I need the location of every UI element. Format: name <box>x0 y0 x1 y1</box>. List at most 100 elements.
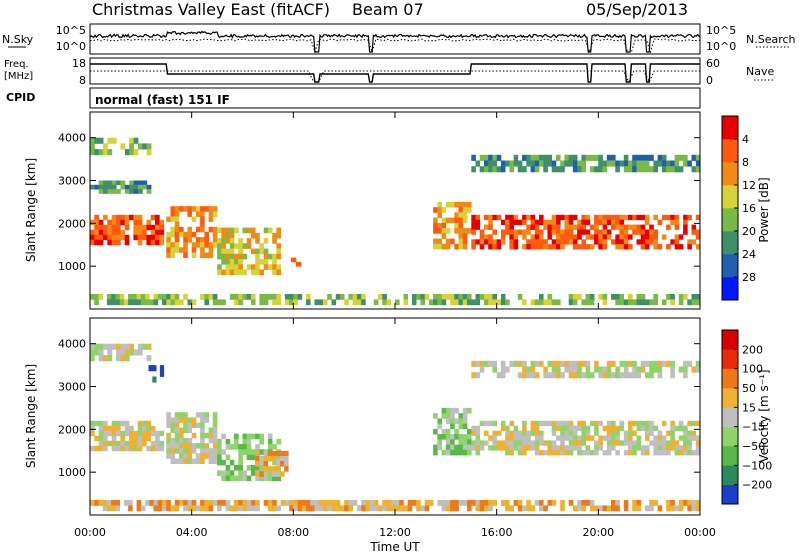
heatmap-cell-1-8 <box>560 372 565 379</box>
heatmap-cell-0-7 <box>543 219 548 225</box>
heatmap-cell-1-5 <box>275 461 281 467</box>
nave-tick-top: 60 <box>706 57 720 70</box>
nsky-tick-top: 10^5 <box>56 24 86 37</box>
heatmap-cell-1-7 <box>683 435 688 441</box>
heatmap-cell-0-7 <box>572 224 578 230</box>
heatmap-cell-1-8 <box>568 366 574 373</box>
heatmap-cell-0-4 <box>234 243 239 249</box>
heatmap-cell-1-9 <box>293 505 298 512</box>
heatmap-cell-1-6 <box>458 439 464 445</box>
heatmap-cell-0-3 <box>200 247 205 253</box>
heatmap-cell-1-9 <box>339 505 345 512</box>
heatmap-cell-0-7 <box>509 239 514 245</box>
heatmap-cell-0-9 <box>208 294 214 300</box>
heatmap-cell-0-7 <box>640 234 646 240</box>
heatmap-cell-0-4 <box>251 248 256 255</box>
freq-unit-label: [MHz] <box>4 71 33 82</box>
heatmap-cell-1-7 <box>636 420 642 427</box>
heatmap-cell-0-4 <box>246 227 252 234</box>
heatmap-cell-1-8 <box>670 360 675 367</box>
heatmap-cell-0-3 <box>187 206 192 212</box>
heatmap-cell-0-6 <box>462 201 468 208</box>
heatmap-cell-0-3 <box>187 237 192 243</box>
heatmap-cell-0-7 <box>556 244 561 250</box>
heatmap-cell-0-9 <box>119 294 125 300</box>
heatmap-cell-0-7 <box>594 219 599 225</box>
heatmap-cell-1-9 <box>255 500 260 506</box>
heatmap-cell-1-1 <box>120 355 126 362</box>
heatmap-cell-0-6 <box>441 222 447 229</box>
heatmap-cell-1-7 <box>530 445 536 451</box>
heatmap-cell-0-4 <box>276 243 281 249</box>
heatmap-cell-1-5 <box>255 450 260 457</box>
heatmap-cell-1-1 <box>124 355 130 362</box>
heatmap-cell-0-4 <box>246 238 252 244</box>
heatmap-cell-0-0 <box>103 229 108 236</box>
heatmap-cell-1-7 <box>611 440 616 446</box>
nsearch-trace <box>89 38 701 54</box>
heatmap-cell-1-3 <box>179 443 184 449</box>
heatmap-cell-1-9 <box>691 505 697 512</box>
heatmap-cell-1-8 <box>534 360 540 367</box>
heatmap-cell-0-3 <box>170 206 176 212</box>
cpid-panel-frame <box>89 87 701 109</box>
heatmap-cell-1-8 <box>572 366 578 373</box>
heatmap-cell-1-9 <box>174 505 180 512</box>
heatmap-cell-1-7 <box>674 425 680 431</box>
colorbar-tick-label: −100 <box>742 459 772 472</box>
heatmap-cell-0-6 <box>458 212 464 218</box>
velocity-y-label: Slant Range [km] <box>24 364 38 468</box>
heatmap-cell-0-0 <box>120 214 126 221</box>
heatmap-cell-0-1 <box>146 143 152 150</box>
heatmap-cell-0-4 <box>276 253 281 260</box>
heatmap-cell-1-4 <box>234 433 239 440</box>
heatmap-cell-0-3 <box>170 216 176 222</box>
heatmap-cell-1-9 <box>102 500 108 506</box>
heatmap-cell-1-3 <box>212 437 218 444</box>
heatmap-cell-0-7 <box>598 239 603 245</box>
heatmap-cell-0-9 <box>462 299 468 306</box>
heatmap-cell-0-7 <box>628 234 633 240</box>
heatmap-cell-1-0 <box>116 440 121 447</box>
heatmap-cell-1-8 <box>632 366 637 373</box>
heatmap-cell-1-9 <box>687 505 692 512</box>
heatmap-cell-1-7 <box>560 445 565 451</box>
heatmap-cell-0-4 <box>267 227 273 234</box>
heatmap-cell-1-6 <box>433 428 438 435</box>
heatmap-cell-0-6 <box>467 207 472 213</box>
heatmap-cell-0-9 <box>306 299 311 306</box>
heatmap-cell-1-9 <box>195 505 201 512</box>
heatmap-cell-0-9 <box>454 294 459 300</box>
heatmap-cell-0-8 <box>632 160 637 167</box>
heatmap-cell-1-7 <box>505 430 510 436</box>
heatmap-cell-1-9 <box>323 500 328 506</box>
heatmap-cell-1-8 <box>623 360 629 367</box>
heatmap-cell-1-3 <box>166 422 171 428</box>
x-tick-label: 04:00 <box>176 526 208 539</box>
heatmap-cell-0-6 <box>437 201 442 208</box>
heatmap-cell-1-7 <box>568 450 574 456</box>
heatmap-cell-1-3 <box>183 427 188 434</box>
heatmap-cell-1-7 <box>568 430 574 436</box>
heatmap-cell-1-8 <box>606 366 612 373</box>
heatmap-cell-1-4 <box>263 475 269 482</box>
heatmap-cell-0-9 <box>378 294 383 300</box>
colorbar-swatch <box>722 465 738 485</box>
heatmap-cell-1-7 <box>589 435 595 441</box>
heatmap-cell-0-7 <box>551 239 557 245</box>
heatmap-cell-1-6 <box>445 434 451 440</box>
heatmap-cell-0-4 <box>246 264 252 270</box>
heatmap-cell-1-7 <box>594 450 599 456</box>
heatmap-cell-1-7 <box>509 430 514 436</box>
heatmap-cell-1-9 <box>280 500 286 506</box>
heatmap-cell-0-7 <box>530 219 536 225</box>
heatmap-cell-0-7 <box>534 239 540 245</box>
heatmap-cell-0-7 <box>585 244 591 250</box>
heatmap-cell-0-4 <box>276 264 281 270</box>
heatmap-cell-0-6 <box>458 222 464 229</box>
heatmap-cell-1-3 <box>166 437 171 444</box>
heatmap-cell-1-8 <box>500 372 506 379</box>
heatmap-cell-1-3 <box>208 453 214 459</box>
heatmap-cell-1-7 <box>653 440 658 446</box>
heatmap-cell-1-7 <box>551 430 557 436</box>
